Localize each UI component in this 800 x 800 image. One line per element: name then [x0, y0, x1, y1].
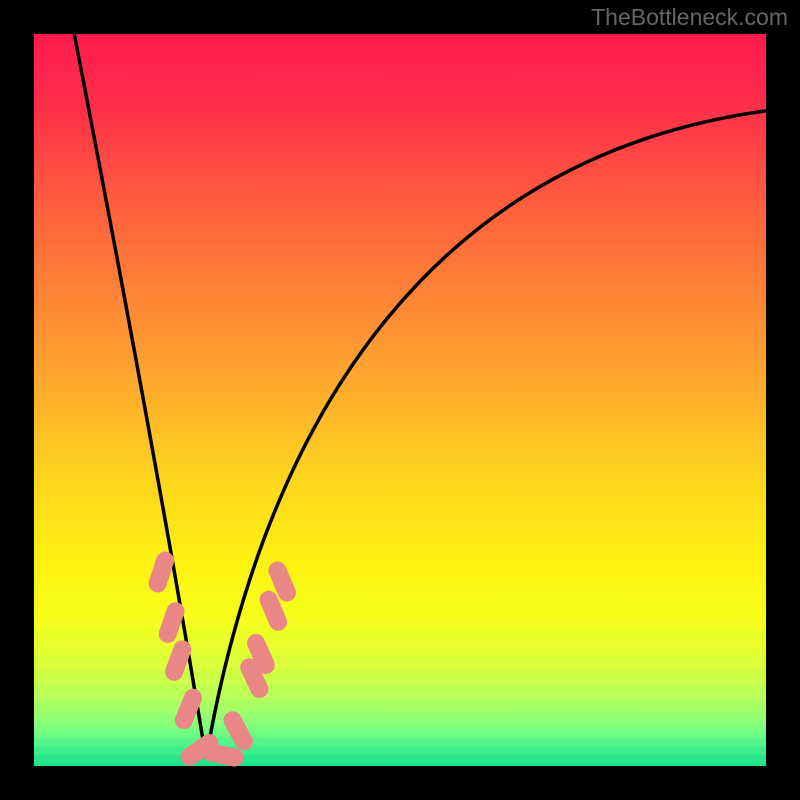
bottleneck-chart — [0, 0, 800, 800]
watermark-text: TheBottleneck.com — [591, 4, 788, 31]
chart-root: TheBottleneck.com — [0, 0, 800, 800]
